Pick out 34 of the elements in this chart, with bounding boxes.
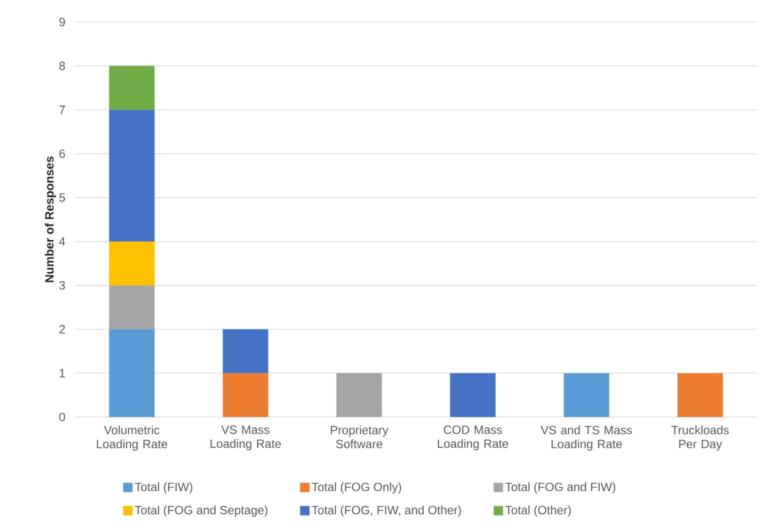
y-tick-label: 9 <box>59 18 65 26</box>
y-tick-label: 4 <box>59 237 66 246</box>
y-tick-label: 5 <box>59 193 65 202</box>
bar <box>677 373 723 417</box>
x-tick-label: COD Mass Loading Rate <box>438 426 508 450</box>
y-tick-label: 1 <box>60 369 65 378</box>
legend-label: Total (FOG and Septage) <box>134 506 268 517</box>
bar <box>109 241 155 286</box>
bar <box>109 329 155 417</box>
legend-label: Total (Other) <box>505 506 571 517</box>
x-tick-label: VS and TS Mass Loading Rate <box>540 426 632 451</box>
y-axis-title: Number of Responses <box>44 156 56 282</box>
bar <box>109 285 155 330</box>
x-tick-label: Proprietary Software <box>330 426 388 448</box>
legend-label: Total (FOG and FIW) <box>505 482 616 494</box>
bar <box>336 373 382 417</box>
bar <box>222 373 268 417</box>
x-tick-label: Volumetric Loading Rate <box>96 426 168 451</box>
y-tick-label: 2 <box>59 325 65 334</box>
y-tick-label: 7 <box>59 106 65 114</box>
legend-label: Total (FOG Only) <box>312 482 402 494</box>
y-tick-label: 6 <box>59 149 65 158</box>
bar <box>109 66 155 110</box>
y-tick-label: 0 <box>59 412 66 422</box>
bar <box>450 373 496 417</box>
bar <box>109 110 155 242</box>
bar <box>564 373 610 417</box>
x-tick-label: Truckloads Per Day <box>671 426 729 451</box>
y-tick-label: 8 <box>59 62 65 70</box>
bar <box>222 329 268 374</box>
legend-label: Total (FOG, FIW, and Other) <box>312 506 461 517</box>
y-tick-label: 3 <box>59 281 65 290</box>
legend-label: Total (FIW) <box>134 482 192 494</box>
x-tick-label: VS Mass Loading Rate <box>210 426 281 450</box>
